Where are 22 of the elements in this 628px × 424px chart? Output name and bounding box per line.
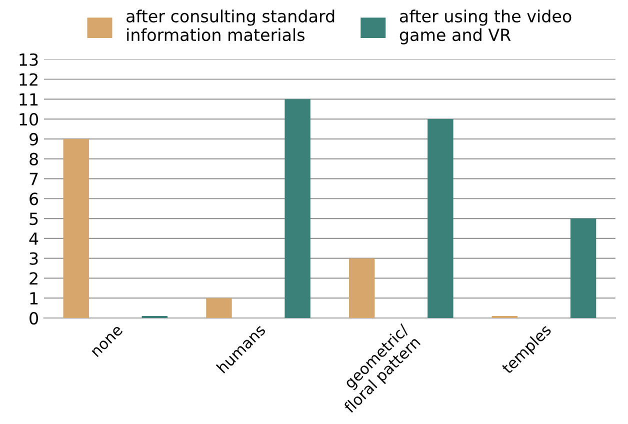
bar	[63, 138, 89, 318]
bar	[348, 258, 375, 318]
y-tick-label: 5	[30, 212, 38, 226]
y-tick-label: 4	[29, 232, 38, 245]
y-tick-label: 9	[30, 132, 38, 146]
y-tick-label: 0	[30, 312, 38, 325]
legend-label: after consulting standard information materials	[126, 10, 334, 42]
bar	[206, 298, 232, 318]
y-tick-label: 1	[30, 292, 38, 304]
y-tick-label: 7	[30, 172, 38, 186]
y-tick-label: 13	[20, 53, 38, 66]
y-tick-label: 11	[20, 93, 38, 106]
bar	[428, 119, 454, 318]
bar	[570, 218, 596, 318]
y-tick-label: 10	[20, 113, 38, 126]
y-tick-label: 2	[30, 272, 38, 285]
y-tick-label: 6	[30, 192, 38, 206]
y-tick-label: 3	[30, 252, 38, 265]
legend-label: after using the video game and VR	[400, 10, 572, 44]
y-tick-label: 12	[20, 73, 38, 86]
bar	[284, 99, 310, 318]
y-tick-label: 8	[30, 152, 38, 166]
